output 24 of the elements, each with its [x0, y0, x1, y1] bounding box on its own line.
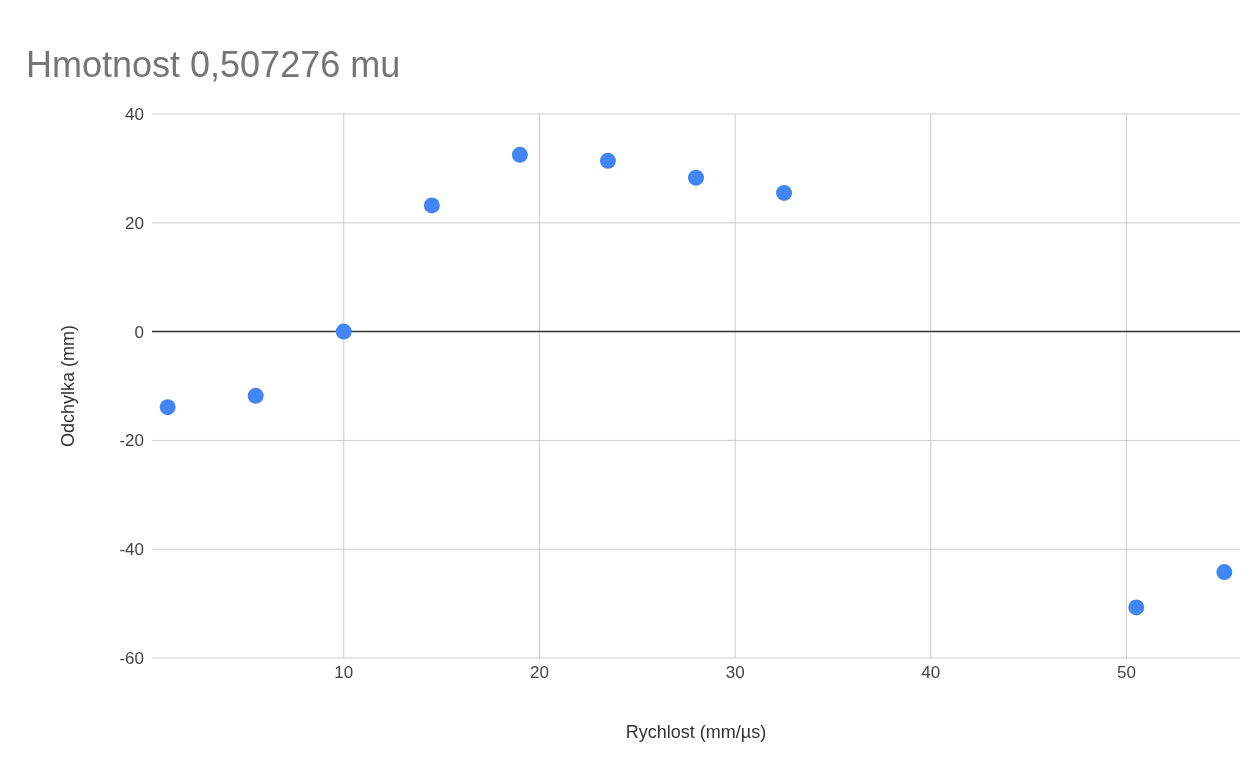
y-tick-label: 20 [125, 213, 144, 233]
x-axis-title: Rychlost (mm/µs) [625, 722, 767, 742]
point [688, 169, 704, 186]
x-tick-label: 30 [725, 663, 745, 683]
point [1216, 564, 1233, 581]
point [1128, 599, 1145, 616]
point [599, 152, 616, 169]
point [159, 399, 176, 416]
y-tick-label: 40 [125, 105, 144, 125]
y-tick-label: -60 [119, 649, 144, 669]
x-tick-label: 10 [334, 663, 354, 683]
y-tick-label: -40 [119, 540, 144, 560]
y-tick-label: -20 [119, 431, 144, 451]
point [423, 197, 440, 214]
point [335, 323, 352, 340]
chart-title: Hmotnost 0,507276 mu [26, 44, 401, 86]
point [247, 387, 264, 404]
point [776, 184, 793, 201]
y-axis-title: Odchylka (mm) [58, 324, 79, 448]
y-tick-label: 0 [134, 322, 144, 342]
point [511, 146, 528, 163]
x-tick-label: 40 [921, 663, 941, 683]
x-tick-label: 20 [529, 663, 549, 683]
x-tick-label: 50 [1117, 663, 1136, 683]
